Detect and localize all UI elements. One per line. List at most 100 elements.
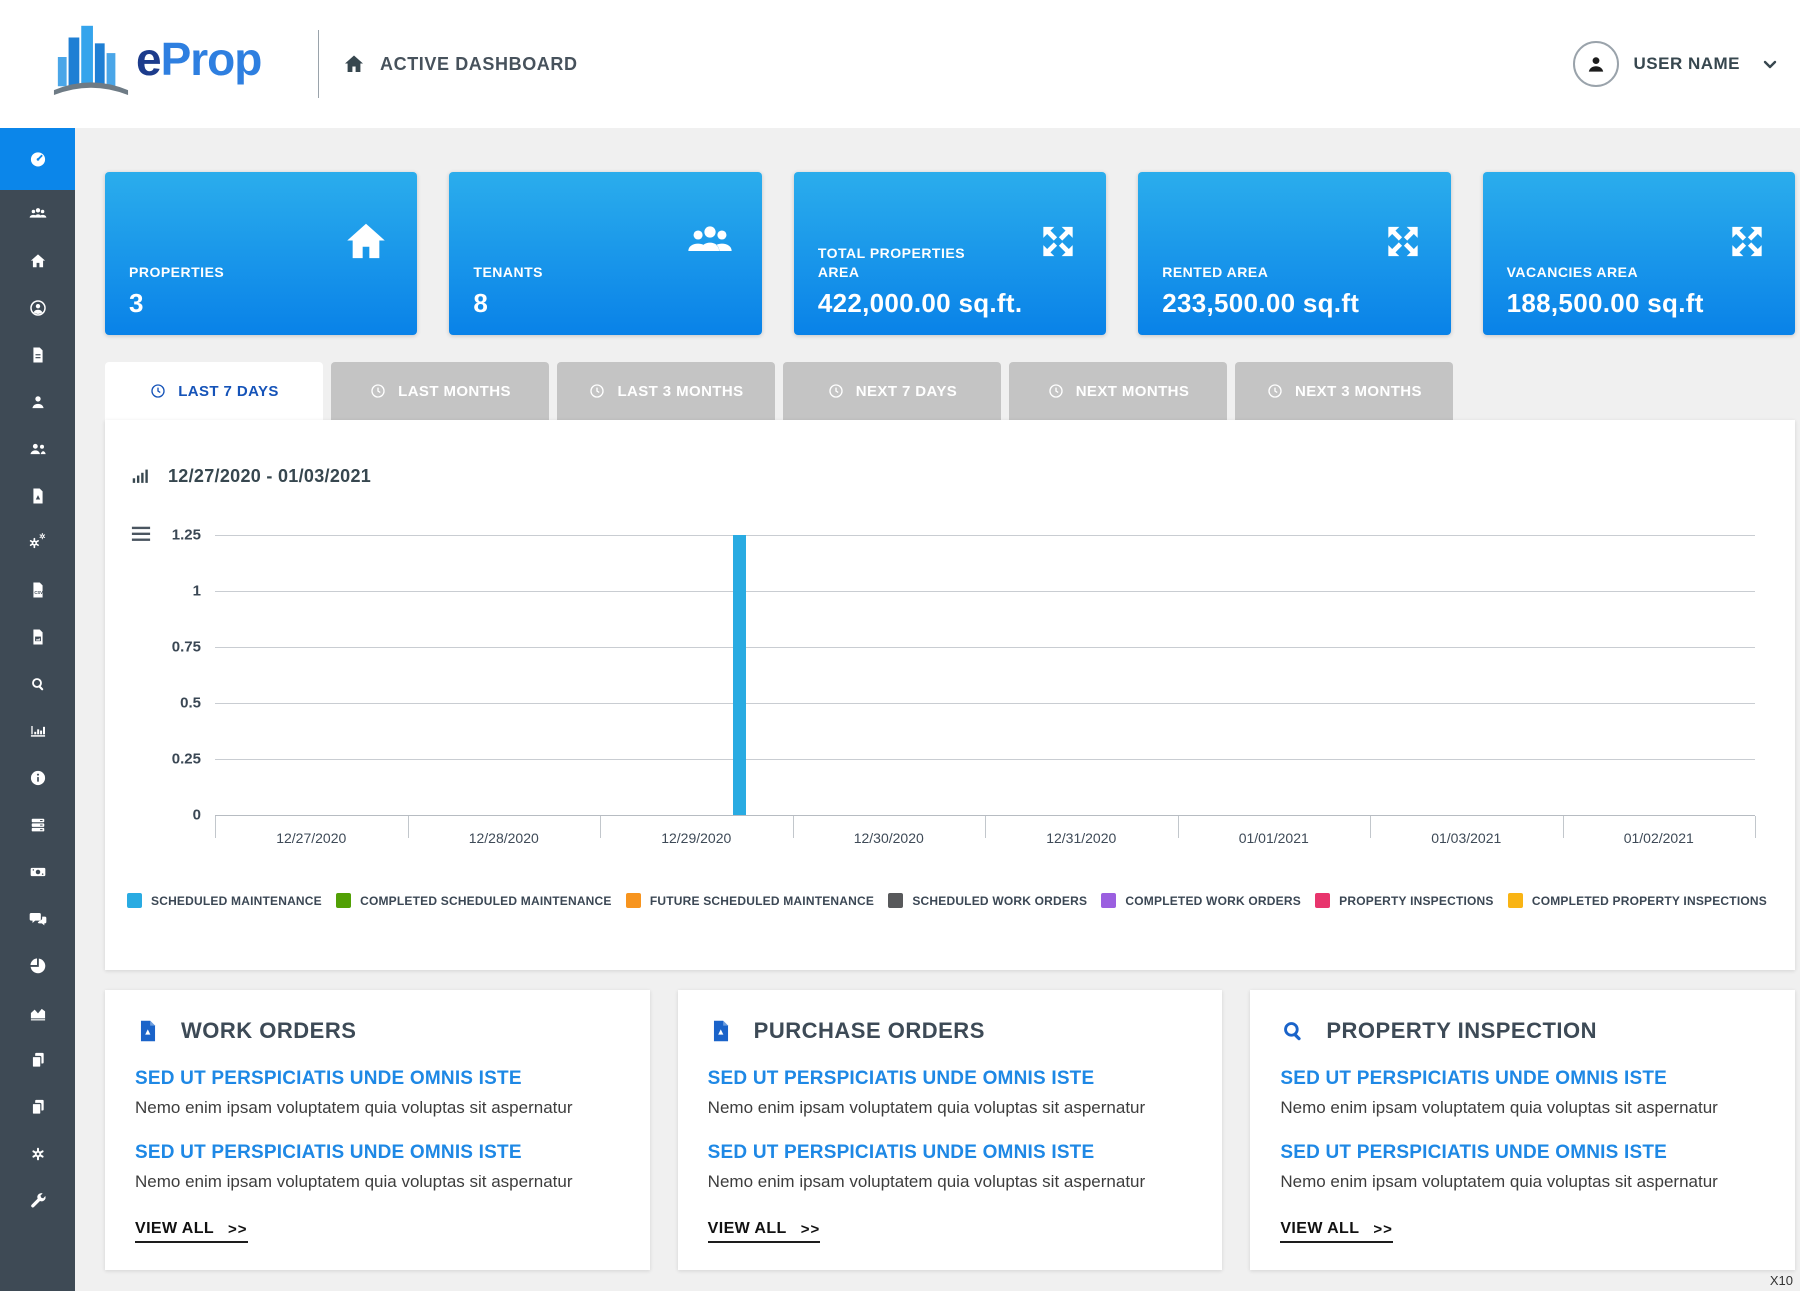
- tab-next-months[interactable]: NEXT MONTHS: [1009, 362, 1227, 420]
- sidebar-item-home[interactable]: [0, 237, 75, 284]
- person-icon: [1589, 57, 1604, 72]
- tab-label: LAST 7 DAYS: [178, 382, 279, 400]
- legend-swatch: [625, 893, 641, 908]
- sidebar-item-file-image[interactable]: [0, 613, 75, 660]
- chart-area: 1.25 1 0.75 0.5 0.25 0: [105, 527, 1795, 824]
- sidebar-item-pie-chart[interactable]: [0, 942, 75, 989]
- view-all-link[interactable]: VIEW ALL >>: [135, 1220, 248, 1243]
- clock-icon: [590, 384, 605, 398]
- sidebar-item-account[interactable]: [0, 284, 75, 331]
- tab-last-7-days[interactable]: LAST 7 DAYS: [105, 362, 323, 420]
- legend-swatch: [127, 893, 142, 908]
- sidebar-item-document[interactable]: [0, 331, 75, 378]
- stat-value: 8: [473, 288, 489, 318]
- legend-item-scheduled-maintenance[interactable]: SCHEDULED MAINTENANCE: [127, 893, 322, 908]
- sidebar-item-people[interactable]: [0, 425, 75, 472]
- copy-icon: [31, 1099, 44, 1115]
- eprop-logo[interactable]: eProp: [52, 18, 262, 96]
- stat-label: VACANCIES AREA: [1506, 264, 1639, 281]
- sidebar-item-tools[interactable]: [0, 1177, 75, 1224]
- legend-item-completed-property-inspections[interactable]: COMPLETED PROPERTY INSPECTIONS: [1507, 893, 1767, 908]
- x-tick-label: 12/31/2020: [985, 816, 1178, 859]
- signal-bars-icon: [132, 469, 148, 483]
- gridline: [215, 591, 1755, 592]
- sidebar-item-chat[interactable]: [0, 895, 75, 942]
- view-all-link[interactable]: VIEW ALL >>: [1280, 1220, 1393, 1243]
- sidebar-item-search[interactable]: [0, 660, 75, 707]
- entry-headline-link[interactable]: SED UT PERSPICIATIS UNDE OMNIS ISTE: [135, 1142, 522, 1163]
- stat-card-vacancies-area[interactable]: VACANCIES AREA 188,500.00 sq.ft: [1482, 172, 1796, 335]
- sidebar-item-settings[interactable]: [0, 1130, 75, 1177]
- legend-item-property-inspections[interactable]: PROPERTY INSPECTIONS: [1315, 893, 1493, 908]
- entry-headline-link[interactable]: SED UT PERSPICIATIS UNDE OMNIS ISTE: [707, 1068, 1095, 1089]
- sidebar-item-bar-chart[interactable]: [0, 707, 75, 754]
- stat-card-rented-area[interactable]: RENTED AREA 233,500.00 sq.ft: [1138, 172, 1451, 335]
- entry-headline-link[interactable]: SED UT PERSPICIATIS UNDE OMNIS ISTE: [1280, 1142, 1668, 1163]
- sidebar-item-users-group[interactable]: [0, 190, 75, 237]
- tab-last-3-months[interactable]: LAST 3 MONTHS: [557, 362, 775, 420]
- view-all-label: VIEW ALL: [135, 1220, 215, 1237]
- sidebar-item-copy-2[interactable]: [0, 1083, 75, 1130]
- breadcrumb[interactable]: ACTIVE DASHBOARD: [342, 0, 578, 128]
- sidebar-item-cogs[interactable]: [0, 519, 75, 566]
- bar-scheduled-maintenance[interactable]: [732, 535, 746, 815]
- card-title: PURCHASE ORDERS: [753, 1018, 985, 1043]
- legend-item-completed-scheduled-maintenance[interactable]: COMPLETED SCHEDULED MAINTENANCE: [336, 893, 612, 908]
- logo-buildings-icon: [53, 25, 129, 96]
- sidebar-item-file-csv[interactable]: CSV: [0, 566, 75, 613]
- entry-headline-link[interactable]: SED UT PERSPICIATIS UNDE OMNIS ISTE: [707, 1142, 1095, 1163]
- sidebar: CSV: [0, 128, 75, 1291]
- stat-label: PROPERTIES: [129, 264, 225, 281]
- legend-item-future-scheduled-maintenance[interactable]: FUTURE SCHEDULED MAINTENANCE: [625, 893, 874, 908]
- x-tick-label: 01/01/2021: [1178, 816, 1371, 859]
- entry-text: Nemo enim ipsam voluptatem quia voluptas…: [707, 1098, 1146, 1117]
- card-header: PURCHASE ORDERS: [708, 1018, 1193, 1044]
- chart-header: 12/27/2020 - 01/03/2021: [105, 420, 1795, 487]
- sidebar-item-dashboard[interactable]: [0, 128, 75, 190]
- tab-last-months[interactable]: LAST MONTHS: [331, 362, 549, 420]
- sidebar-item-copy[interactable]: [0, 1036, 75, 1083]
- property-inspection-card: PROPERTY INSPECTION SED UT PERSPICIATIS …: [1250, 990, 1796, 1270]
- sidebar-item-person[interactable]: [0, 378, 75, 425]
- tab-next-3-months[interactable]: NEXT 3 MONTHS: [1235, 362, 1453, 420]
- header: eProp ACTIVE DASHBOARD USER NAME: [0, 0, 1800, 128]
- chart-menu-icon[interactable]: [130, 524, 152, 549]
- sidebar-item-file-pdf[interactable]: [0, 472, 75, 519]
- chevron-down-icon: [1762, 56, 1778, 72]
- tab-label: LAST 3 MONTHS: [617, 382, 744, 400]
- chart-date-range: 12/27/2020 - 01/03/2021: [168, 465, 372, 486]
- time-range-tabs: LAST 7 DAYS LAST MONTHS LAST 3 MONTHS NE…: [105, 362, 1795, 420]
- stat-label: RENTED AREA: [1162, 264, 1269, 281]
- entry-headline-link[interactable]: SED UT PERSPICIATIS UNDE OMNIS ISTE: [135, 1068, 522, 1089]
- legend-swatch: [336, 893, 352, 908]
- sidebar-item-info[interactable]: [0, 754, 75, 801]
- gridline: [215, 703, 1755, 704]
- y-tick: 0.5: [180, 694, 201, 712]
- x-axis: 12/27/2020 12/28/2020 12/29/2020 12/30/2…: [215, 815, 1756, 859]
- file-pdf-icon: [713, 1020, 728, 1042]
- legend-item-scheduled-work-orders[interactable]: SCHEDULED WORK ORDERS: [888, 893, 1087, 908]
- chart-legend: SCHEDULED MAINTENANCE COMPLETED SCHEDULE…: [127, 893, 1767, 908]
- search-icon: [1284, 1022, 1301, 1041]
- double-chevron-icon: >>: [800, 1220, 821, 1238]
- logo-text-e: e: [136, 33, 162, 85]
- svg-text:CSV: CSV: [34, 589, 43, 594]
- tab-label: LAST MONTHS: [398, 382, 511, 400]
- file-image-icon: [32, 629, 43, 644]
- stat-card-tenants[interactable]: TENANTS 8: [449, 172, 762, 335]
- stat-card-total-properties-area[interactable]: TOTAL PROPERTIES AREA 422,000.00 sq.ft.: [793, 172, 1107, 335]
- entry-headline-link[interactable]: SED UT PERSPICIATIS UNDE OMNIS ISTE: [1280, 1068, 1668, 1089]
- user-menu[interactable]: USER NAME: [1573, 0, 1778, 128]
- sidebar-item-area-chart[interactable]: [0, 989, 75, 1036]
- stat-card-properties[interactable]: PROPERTIES 3: [105, 172, 418, 335]
- view-all-label: VIEW ALL: [1280, 1220, 1360, 1237]
- clock-icon: [1268, 384, 1282, 398]
- view-all-link[interactable]: VIEW ALL >>: [707, 1220, 821, 1243]
- logo-text: eProp: [136, 33, 262, 96]
- chart-panel: 12/27/2020 - 01/03/2021 1.25 1 0.75 0.5 …: [105, 420, 1795, 970]
- clock-icon: [829, 384, 843, 398]
- sidebar-item-server[interactable]: [0, 801, 75, 848]
- tab-next-7-days[interactable]: NEXT 7 DAYS: [783, 362, 1001, 420]
- sidebar-item-money[interactable]: [0, 848, 75, 895]
- legend-item-completed-work-orders[interactable]: COMPLETED WORK ORDERS: [1101, 893, 1301, 908]
